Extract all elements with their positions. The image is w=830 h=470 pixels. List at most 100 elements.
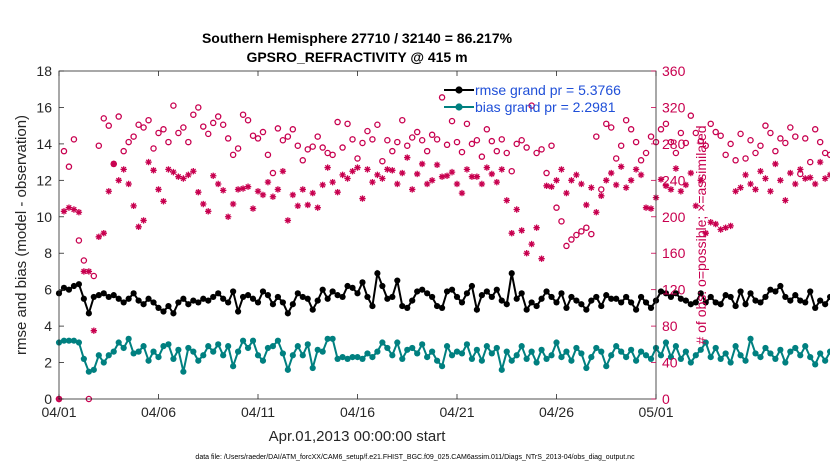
possible-obs-point: [722, 151, 729, 159]
y-right-tick-label: 360: [662, 63, 686, 79]
possible-obs-point: [100, 115, 108, 122]
possible-obs-point: [553, 204, 560, 211]
rmse-point: [473, 306, 480, 313]
possible-obs-point: [627, 126, 635, 133]
rmse-point: [553, 299, 560, 306]
assimilated-obs-point: [289, 191, 297, 199]
rmse-point: [200, 295, 207, 302]
rmse-point: [792, 292, 799, 299]
possible-obs-point: [538, 146, 545, 153]
possible-obs-point: [284, 133, 292, 140]
assimilated-obs-point: [205, 208, 212, 215]
rmse-point: [762, 293, 769, 301]
rmse-point: [314, 297, 321, 304]
rmse-point: [692, 299, 699, 306]
bias-point: [742, 357, 749, 364]
assimilated-obs-point: [324, 164, 331, 171]
assimilated-obs-point: [812, 180, 819, 188]
bias-point: [727, 359, 734, 366]
rmse-point: [593, 293, 600, 301]
rmse-point: [85, 310, 92, 317]
possible-obs-point: [598, 186, 605, 193]
rmse-point: [498, 297, 505, 304]
assimilated-obs-point: [180, 175, 187, 182]
rmse-point: [677, 295, 684, 302]
assimilated-obs-point: [65, 204, 73, 211]
possible-obs-point: [399, 116, 406, 124]
bias-point: [757, 353, 764, 361]
possible-obs-point: [458, 148, 466, 156]
bias-point: [563, 348, 570, 355]
bias-point: [807, 353, 814, 361]
rmse-point: [379, 282, 386, 290]
bias-point: [95, 352, 102, 359]
possible-obs-point: [70, 136, 78, 143]
assimilated-obs-point: [175, 173, 182, 180]
bias-point: [458, 350, 466, 357]
bias-point: [568, 357, 575, 364]
assimilated-obs-point: [772, 160, 779, 168]
rmse-point: [812, 304, 819, 311]
possible-obs-point: [717, 132, 724, 139]
assimilated-obs-point: [712, 220, 719, 228]
possible-obs-point: [513, 140, 520, 148]
rmse-point: [458, 299, 466, 306]
rmse-point: [662, 290, 670, 297]
assimilated-obs-point: [294, 202, 301, 210]
bias-point: [732, 343, 739, 350]
bias-point: [379, 339, 386, 346]
assimilated-obs-point: [523, 250, 530, 257]
y-left-tick-label: 10: [36, 209, 52, 225]
rmse-point: [220, 295, 227, 302]
bias-point: [359, 355, 366, 363]
rmse-point: [354, 290, 361, 297]
possible-obs-point: [811, 126, 819, 133]
bias-point: [752, 350, 759, 357]
assimilated-obs-point: [344, 175, 351, 182]
assimilated-obs-point: [354, 164, 361, 171]
y-right-tick-label: 240: [662, 172, 686, 188]
bias-point: [687, 359, 694, 366]
bias-point: [613, 343, 620, 350]
bias-point: [244, 344, 252, 352]
bias-point: [493, 344, 500, 352]
bias-point: [598, 348, 605, 355]
rmse-point: [618, 299, 625, 306]
rmse-point: [225, 299, 232, 306]
possible-obs-point: [692, 129, 700, 137]
bias-point: [100, 359, 107, 366]
assimilated-obs-point: [409, 186, 416, 193]
x-tick-label: 04/11: [241, 404, 275, 420]
bias-point: [802, 343, 809, 350]
possible-obs-point: [200, 123, 207, 130]
bias-point: [215, 341, 222, 348]
bias-point: [702, 339, 709, 346]
assimilated-obs-point: [568, 177, 575, 184]
possible-obs-point: [239, 111, 247, 118]
y-right-tick-label: 120: [662, 282, 686, 298]
bias-point: [404, 346, 411, 353]
rmse-point: [717, 301, 724, 308]
bias-point: [65, 337, 73, 344]
possible-obs-point: [712, 128, 719, 136]
assimilated-obs-point: [215, 180, 222, 188]
chart-title: Southern Hemisphere 27710 / 32140 = 86.2…: [202, 30, 513, 65]
bias-point: [225, 343, 232, 350]
possible-obs-point: [389, 147, 396, 155]
rmse-point: [190, 297, 197, 304]
bias-point: [822, 357, 829, 364]
assimilated-obs-point: [384, 166, 391, 173]
rmse-point: [414, 288, 421, 295]
assimilated-obs-point: [463, 166, 471, 173]
possible-obs-point: [558, 218, 565, 225]
rmse-point: [822, 301, 829, 308]
assimilated-obs-point: [239, 185, 247, 192]
bias-point: [538, 346, 545, 353]
bias-point: [628, 346, 635, 353]
possible-obs-point: [359, 139, 366, 147]
rmse-point: [503, 301, 510, 308]
possible-obs-point: [607, 124, 615, 131]
bias-point: [120, 344, 127, 352]
title-line-1: Southern Hemisphere 27710 / 32140 = 86.2…: [202, 30, 513, 46]
bias-point: [662, 339, 670, 346]
